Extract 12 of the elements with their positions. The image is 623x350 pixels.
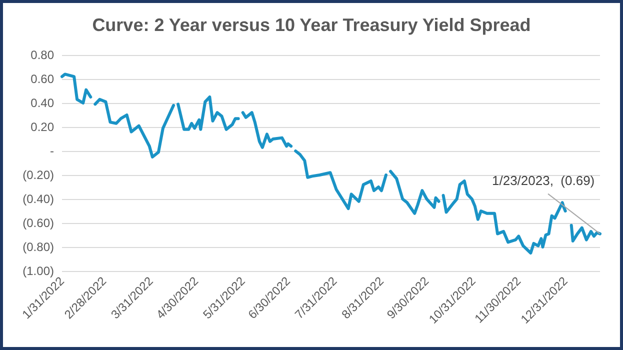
y-tick-label: 0.80 [30, 48, 54, 62]
y-tick-label: 0.20 [30, 120, 54, 134]
y-tick-label: (0.20) [22, 168, 54, 182]
y-tick-label: 0.40 [30, 96, 54, 110]
chart-title: Curve: 2 Year versus 10 Year Treasury Yield Spread [92, 15, 531, 35]
y-tick-label: (1.00) [22, 264, 54, 278]
y-tick-label: (0.80) [22, 240, 54, 254]
annotation: 1/23/2023, (0.69) [492, 172, 595, 188]
y-tick-label: - [50, 144, 54, 158]
y-tick-label: (0.60) [22, 216, 54, 230]
y-tick-label: (0.40) [22, 192, 54, 206]
y-tick-label: 0.60 [30, 72, 54, 86]
